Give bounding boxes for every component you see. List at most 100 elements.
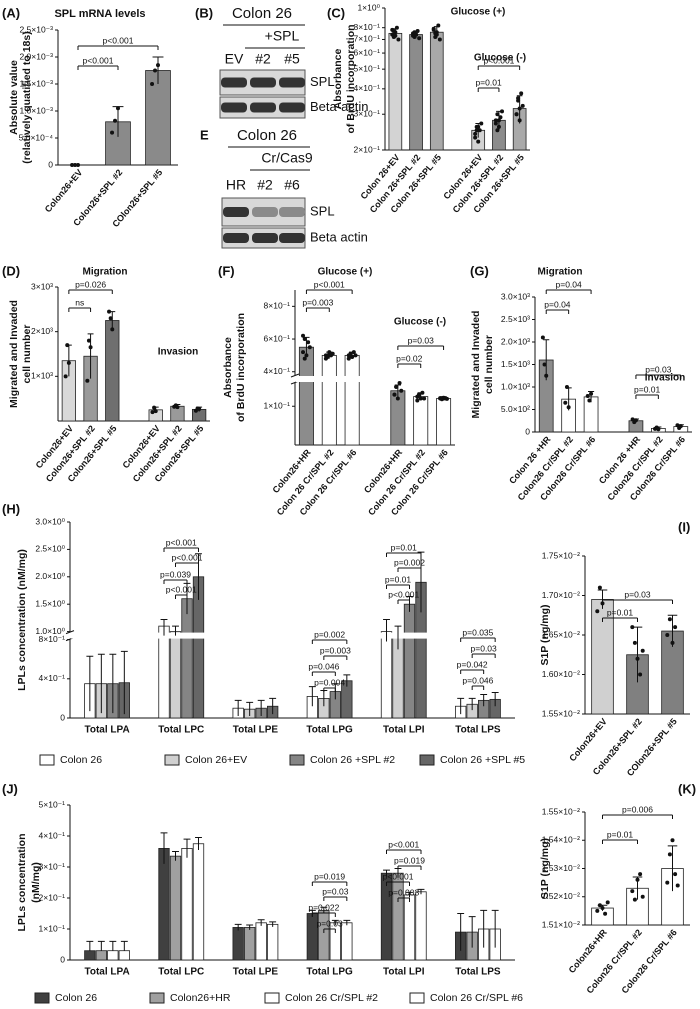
blot-band <box>221 77 247 88</box>
data-point <box>566 405 571 410</box>
data-point <box>392 392 397 397</box>
bar <box>232 927 244 961</box>
legend-label: Colon 26 Cr/SPL #6 <box>430 992 523 1004</box>
bar <box>413 396 429 446</box>
p-value-label: p=0.03 <box>645 364 672 374</box>
blot-band <box>252 233 278 243</box>
error-bar <box>320 906 328 914</box>
y-tick-label: 1.5×10³ <box>501 359 530 369</box>
legend-label: Colon 26 Cr/SPL #2 <box>285 992 378 1004</box>
group-label: Glucose (-) <box>474 53 526 64</box>
data-point <box>496 124 501 129</box>
bar <box>392 872 404 961</box>
error-bar <box>457 697 465 715</box>
blot-band <box>279 102 305 113</box>
y-tick-label: 1.54×10⁻² <box>542 835 580 845</box>
panel-letter: (F) <box>218 263 235 278</box>
data-point <box>675 883 680 888</box>
y-axis-title: Absorbance <box>332 49 344 110</box>
blot-title: Colon 26 <box>232 5 292 22</box>
p-value-label: p=0.046 <box>308 661 339 671</box>
data-point <box>540 335 545 340</box>
data-point <box>589 391 594 396</box>
lane-label: #2 <box>257 177 273 193</box>
y-tick-label: 1×10³ <box>31 371 53 381</box>
bar <box>158 625 170 719</box>
legend-label: Colon 26 <box>60 754 102 766</box>
p-value-label: p=0.019 <box>394 855 425 865</box>
data-point <box>306 340 311 345</box>
y-tick-label: 2.5×10⁰ <box>35 544 65 554</box>
x-tick-label: Total LPE <box>233 725 279 736</box>
data-point <box>150 410 155 415</box>
panel-letter: (A) <box>2 5 20 20</box>
data-point <box>393 33 398 38</box>
error-bar <box>86 940 94 951</box>
error-bar <box>109 653 117 714</box>
data-point <box>417 36 422 41</box>
blot-band <box>221 102 247 113</box>
bar <box>192 843 205 961</box>
data-point <box>108 316 113 321</box>
data-point <box>70 163 75 167</box>
data-point <box>63 374 68 379</box>
bar <box>267 923 279 961</box>
p-value-label: p=0.03 <box>471 643 498 653</box>
data-point <box>444 396 449 401</box>
error-bar <box>343 919 351 926</box>
legend-label: Colon 26 +SPL #5 <box>440 754 525 766</box>
y-tick-label: 0 <box>525 426 530 436</box>
error-bar <box>195 553 202 600</box>
data-point <box>498 115 503 120</box>
data-point <box>517 106 522 111</box>
error-bar <box>269 697 277 715</box>
data-point <box>88 345 93 350</box>
y-axis-title: LPLs concentration (nM/mg) <box>16 549 28 691</box>
p-value-label: p<0.001 <box>383 871 414 881</box>
blot-subtitle: Cr/Cas9 <box>261 150 313 166</box>
data-point <box>474 128 479 133</box>
y-tick-label: 1.5×10⁰ <box>35 598 65 608</box>
lane-label: HR <box>226 177 246 193</box>
data-point <box>514 112 519 117</box>
data-point <box>640 894 645 899</box>
bar <box>105 320 120 422</box>
error-bar <box>109 940 117 951</box>
data-point <box>76 163 80 167</box>
bar <box>169 631 182 719</box>
data-point <box>520 103 525 108</box>
data-point <box>605 900 610 905</box>
blot-band <box>223 207 249 217</box>
error-bar <box>480 909 488 948</box>
data-point <box>638 672 643 677</box>
error-bar <box>308 686 316 707</box>
p-value-label: p=0.039 <box>160 569 191 579</box>
blot-band <box>250 102 276 113</box>
y-tick-label: 5.0×10² <box>501 404 530 414</box>
data-point <box>439 396 444 401</box>
data-point <box>330 351 335 356</box>
legend-swatch <box>264 992 280 1004</box>
axis-break <box>290 373 300 378</box>
data-point <box>327 350 332 355</box>
y-tick-label: 1.5×10⁻³ <box>19 78 53 88</box>
axis-break-gap <box>71 632 516 639</box>
error-bar <box>234 923 242 931</box>
x-tick-label: Total LPA <box>84 967 129 978</box>
bar <box>107 950 119 961</box>
error-bar <box>152 56 164 84</box>
data-point <box>632 640 637 645</box>
lane-label: #6 <box>284 177 300 193</box>
error-bar <box>120 940 128 951</box>
panel-letter: E <box>200 127 209 142</box>
y-tick-label: 2.5×10⁻³ <box>19 24 53 34</box>
bar <box>388 32 403 151</box>
data-point <box>153 409 158 414</box>
data-point <box>635 656 640 661</box>
data-point <box>107 309 112 314</box>
legend-swatch <box>39 754 55 766</box>
data-point <box>390 32 395 37</box>
data-point <box>544 373 549 378</box>
data-point <box>113 118 118 123</box>
error-bar <box>632 626 643 683</box>
